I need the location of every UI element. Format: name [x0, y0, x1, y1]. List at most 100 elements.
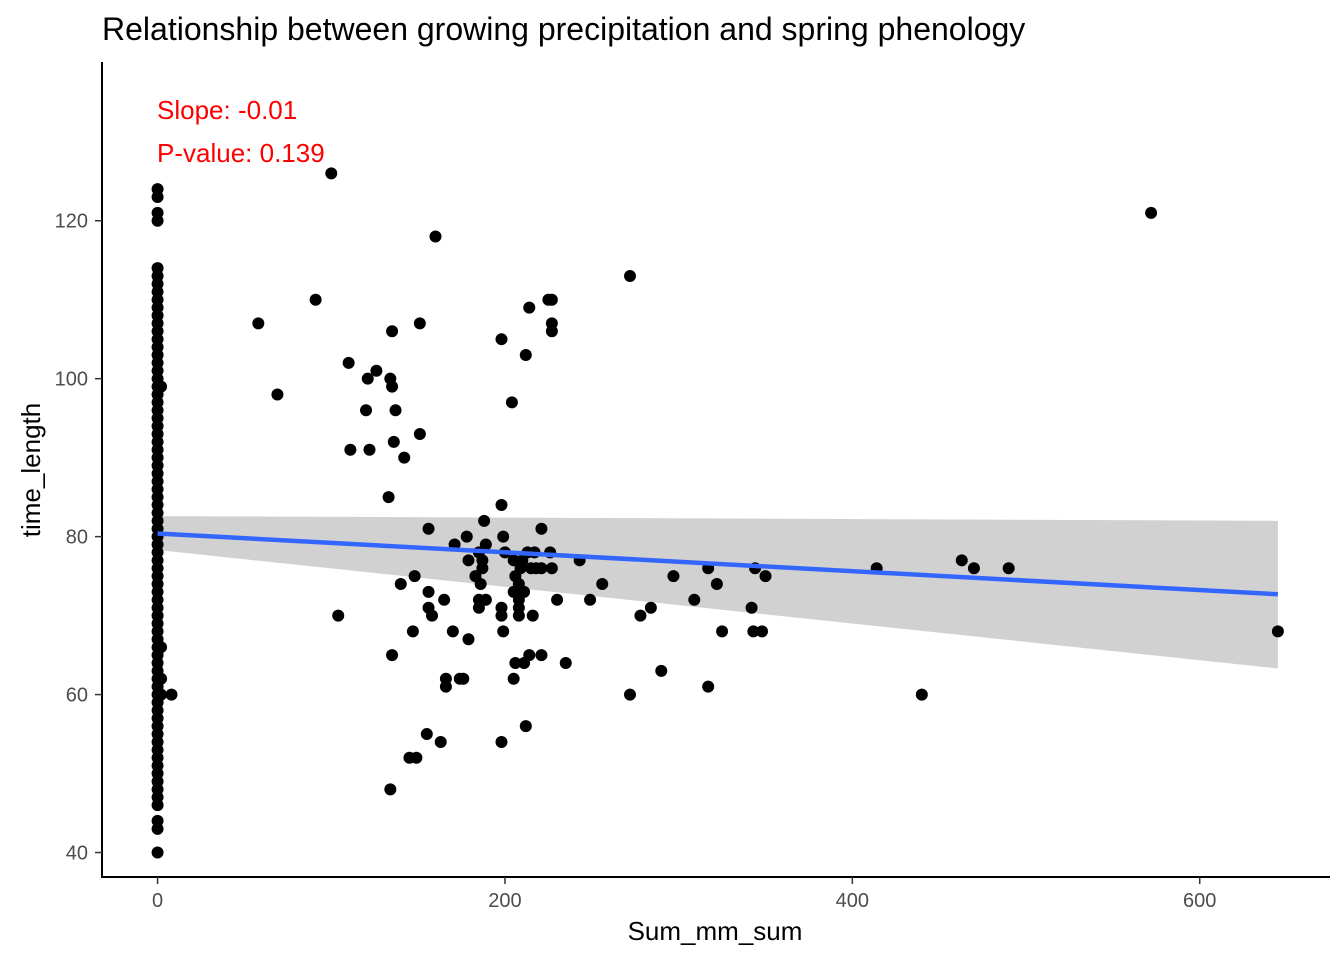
data-point	[716, 625, 729, 638]
data-point	[332, 609, 345, 622]
data-point	[394, 578, 407, 591]
data-point	[386, 325, 399, 338]
data-point	[497, 530, 510, 543]
data-point	[155, 641, 168, 654]
data-point	[644, 601, 657, 614]
data-point	[413, 317, 426, 330]
data-point	[474, 578, 487, 591]
x-axis-title: Sum_mm_sum	[628, 916, 803, 946]
data-point	[596, 578, 609, 591]
data-point	[479, 593, 492, 606]
data-point	[361, 372, 374, 385]
data-point	[495, 609, 508, 622]
y-axis-title: time_length	[16, 403, 46, 537]
y-tick-label: 100	[55, 369, 88, 391]
data-point	[545, 293, 558, 306]
fit-line-layer	[157, 531, 1279, 597]
data-point	[309, 293, 322, 306]
data-point	[523, 301, 536, 314]
data-point	[476, 562, 489, 575]
data-point	[462, 554, 475, 567]
data-point	[151, 191, 164, 204]
data-point	[710, 578, 723, 591]
slope-annotation: Slope: -0.01	[157, 95, 297, 125]
data-point	[507, 672, 520, 685]
data-point	[406, 625, 419, 638]
data-point	[325, 167, 338, 180]
data-point	[551, 593, 564, 606]
data-point	[526, 609, 539, 622]
confidence-band	[157, 516, 1278, 669]
confidence-band-layer	[157, 516, 1278, 669]
data-point	[271, 388, 284, 401]
x-tick-label: 400	[836, 890, 869, 912]
data-point	[495, 499, 508, 512]
data-point	[523, 649, 536, 662]
data-point	[702, 680, 715, 693]
y-tick-label: 80	[66, 527, 88, 549]
data-point	[505, 396, 518, 409]
y-tick-label: 40	[66, 843, 88, 865]
data-point	[559, 656, 572, 669]
data-point	[479, 538, 492, 551]
data-point	[387, 435, 400, 448]
data-point	[384, 783, 397, 796]
data-point	[382, 491, 395, 504]
data-point	[342, 356, 355, 369]
data-point	[545, 562, 558, 575]
data-point	[363, 443, 376, 456]
data-point	[252, 317, 265, 330]
data-point	[1271, 625, 1284, 638]
data-point	[624, 270, 637, 283]
data-point	[151, 846, 164, 859]
y-tick-label: 60	[66, 685, 88, 707]
data-point	[915, 688, 928, 701]
regression-line	[157, 531, 1279, 597]
data-point	[759, 570, 772, 583]
data-point	[408, 570, 421, 583]
data-point	[1145, 206, 1158, 219]
data-point	[955, 554, 968, 567]
data-point	[509, 656, 522, 669]
chart-title: Relationship between growing precipitati…	[102, 11, 1025, 47]
points-layer	[151, 167, 1284, 859]
data-point	[420, 728, 433, 741]
data-point	[745, 601, 758, 614]
data-point	[756, 625, 769, 638]
data-point	[535, 522, 548, 535]
data-point	[155, 380, 168, 393]
y-tick-label: 120	[55, 211, 88, 233]
data-point	[624, 688, 637, 701]
data-point	[497, 625, 510, 638]
data-point	[495, 333, 508, 346]
y-ticks: 40 60 80 100 120	[55, 211, 102, 865]
data-point	[426, 609, 439, 622]
data-point	[422, 522, 435, 535]
data-point	[655, 664, 668, 677]
data-point	[688, 593, 701, 606]
data-point	[507, 554, 520, 567]
data-point	[495, 735, 508, 748]
data-point	[446, 625, 459, 638]
data-point	[462, 633, 475, 646]
data-point	[478, 514, 491, 527]
data-point	[165, 688, 178, 701]
data-point	[389, 404, 402, 417]
data-point	[667, 570, 680, 583]
data-point	[545, 325, 558, 338]
data-point	[460, 530, 473, 543]
data-point	[386, 649, 399, 662]
data-point	[386, 380, 399, 393]
data-point	[155, 672, 168, 685]
data-point	[344, 443, 357, 456]
data-point	[457, 672, 470, 685]
data-point	[429, 230, 442, 243]
data-point	[413, 427, 426, 440]
data-point	[512, 609, 525, 622]
data-point	[1002, 562, 1015, 575]
data-point	[472, 601, 485, 614]
data-point	[155, 688, 168, 701]
data-point	[151, 799, 164, 812]
data-point	[518, 585, 531, 598]
